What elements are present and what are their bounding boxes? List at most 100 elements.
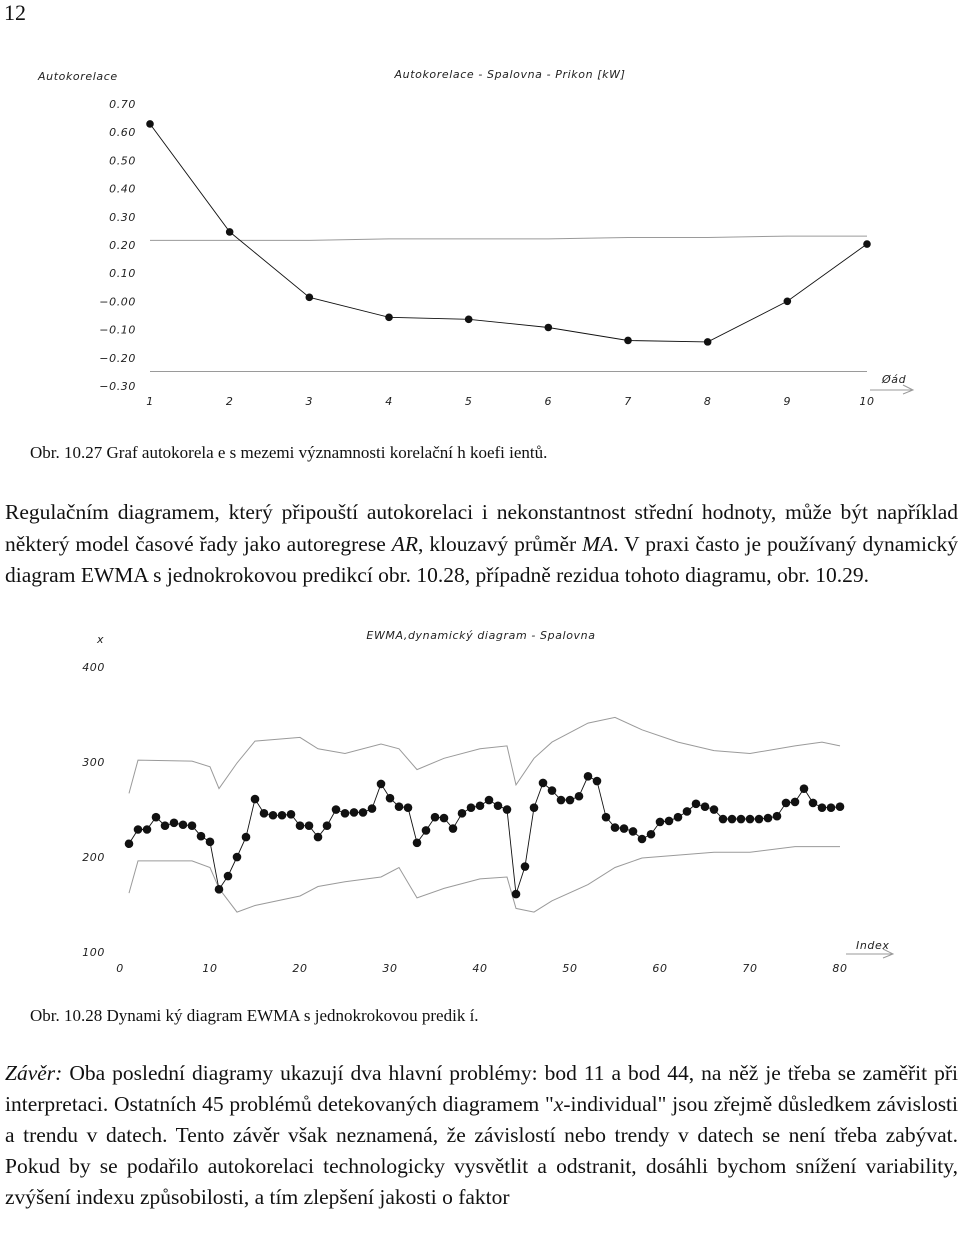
x-tick-label: 1 [146,395,154,408]
data-point [305,293,314,302]
data-point [703,338,712,346]
data-point [538,778,548,788]
data-point [547,786,557,795]
data-point [763,813,773,823]
data-point [232,852,242,862]
x-axis-label: Øád [881,373,907,386]
data-point [124,839,134,849]
data-point [169,818,179,828]
x-tick-label: 20 [292,962,307,975]
data-point [142,825,152,834]
data-point [709,805,719,814]
data-point [421,826,431,835]
x-tick-label: 10 [202,962,217,975]
data-point [286,810,296,819]
data-point [863,240,871,248]
x-axis-label: Index [856,939,889,952]
data-point [529,803,539,812]
figure-caption: Obr. 10.28 Dynami ký diagram EWMA s jedn… [30,1006,479,1025]
data-point [493,801,503,811]
y-tick-label: −0.00 [99,295,136,308]
data-point [601,812,611,822]
data-point [214,885,224,894]
y-tick-label: 0.10 [109,267,136,280]
data-point [826,803,836,812]
data-point [727,814,737,824]
data-point [673,812,683,822]
y-axis-label: x [96,633,104,646]
chart-title: Autokorelace - Spalovna - Prikon [kW] [394,68,626,81]
data-point [412,838,422,848]
data-point [385,313,393,322]
y-tick-label: 400 [82,661,105,674]
x-tick-label: 40 [472,962,487,975]
y-tick-label: 0.50 [109,154,136,167]
paragraph: Závěr: Oba poslední diagramy ukazují dva… [5,1058,958,1213]
data-point [583,772,593,781]
x-axis-arrow [846,948,895,959]
x-tick-label: 0 [116,962,124,975]
data-point [394,802,404,811]
data-point [556,795,566,805]
data-point [196,831,206,841]
data-point [146,120,154,128]
data-point [439,813,449,823]
data-point [565,795,575,805]
data-point [304,821,314,830]
data-point [403,803,413,812]
data-point [259,809,269,818]
x-tick-label: 10 [859,395,874,408]
x-tick-label: 30 [382,962,397,975]
data-point [772,811,782,821]
text-run: . V praxi často je používaný dynamický d… [5,531,958,588]
data-point [619,824,629,833]
x-tick-label: 80 [832,962,847,975]
y-axis-label: Autokorelace [37,70,118,83]
x-tick-label: 7 [624,395,632,408]
text-run: , klouzavý průměr [418,531,583,556]
data-point [502,805,512,814]
data-point [358,808,368,817]
data-point [592,776,602,786]
text-run: Regulačním diagramem, který připouští au… [5,500,958,556]
y-tick-label: 0.20 [109,239,136,252]
data-point [466,803,476,812]
data-point [385,793,395,803]
data-point [250,794,260,804]
data-point [646,829,656,839]
x-tick-label: 8 [704,395,712,408]
data-point [241,832,251,842]
data-point [754,814,764,824]
figure-caption: Obr. 10.27 Graf autokorela e s mezemi vý… [30,443,548,462]
data-point [790,797,800,807]
y-tick-label: 100 [82,946,105,959]
y-tick-label: 0.60 [109,126,136,139]
y-tick-label: −0.20 [99,352,136,365]
data-point [781,798,791,808]
x-tick-label: 60 [652,962,667,975]
data-point [376,779,386,789]
data-point [664,816,674,826]
data-point [295,821,305,830]
data-point [178,820,188,830]
x-tick-label: 3 [306,395,314,408]
data-point [464,315,473,324]
data-point [511,889,521,899]
data-point [835,802,845,811]
y-tick-label: −0.30 [99,380,136,393]
data-point [277,810,287,820]
data-point [736,814,746,824]
data-point [133,825,143,834]
data-point [484,795,494,805]
data-point [268,810,278,820]
data-point [322,821,332,830]
data-point [313,832,323,842]
data-point [808,798,818,808]
text-run: Oba poslední diagramy ukazují dva hlavní… [5,1061,958,1116]
data-point [187,821,197,830]
data-point [475,801,485,811]
data-point [205,837,215,847]
data-point [682,807,692,816]
